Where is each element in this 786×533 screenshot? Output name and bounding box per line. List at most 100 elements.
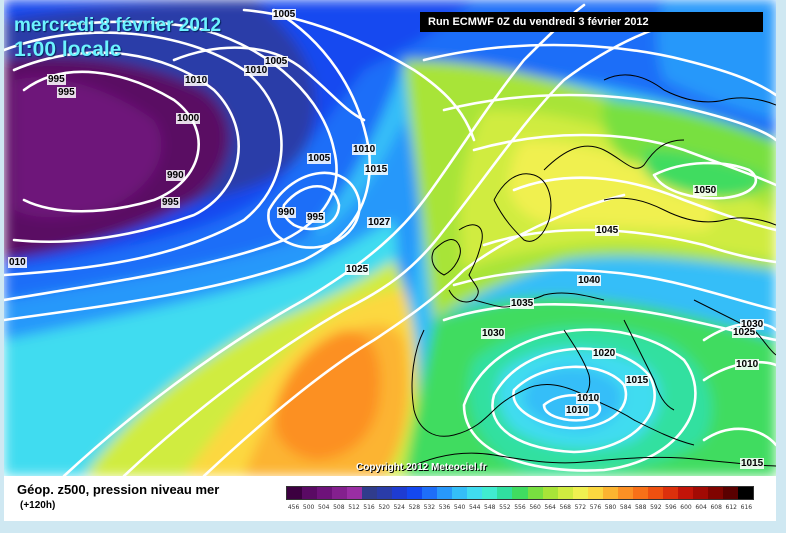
scale-label: 540 <box>453 504 466 511</box>
isobar-label: 1050 <box>693 185 718 196</box>
scale-swatch <box>407 487 423 499</box>
scale-label: 568 <box>559 504 571 511</box>
scale-label: 520 <box>378 504 390 511</box>
isobar-label: 1005 <box>264 56 289 67</box>
isobar-lines <box>4 3 776 476</box>
forecast-time: 1:00 locale <box>14 38 122 61</box>
scale-swatch <box>437 487 453 499</box>
scale-swatch <box>662 487 678 499</box>
scale-swatch <box>647 487 663 499</box>
map-canvas <box>4 0 776 476</box>
scale-label: 584 <box>619 504 632 511</box>
isobar-label: 1035 <box>510 298 535 309</box>
scale-label: 504 <box>318 504 330 511</box>
scale-label: 536 <box>438 504 451 511</box>
isobar-label: 1025 <box>732 327 757 338</box>
isobar-label: 1010 <box>184 75 209 86</box>
isobar-label: 990 <box>277 207 296 218</box>
scale-label: 572 <box>574 504 587 511</box>
scale-label: 456 <box>287 504 300 511</box>
scale-label: 516 <box>363 504 375 511</box>
scale-swatch <box>317 487 333 499</box>
forecast-date: mercredi 8 février 2012 <box>14 15 222 36</box>
isobar-label: 995 <box>57 87 76 98</box>
isobar-label: 1045 <box>595 225 620 236</box>
scale-label: 552 <box>499 504 511 511</box>
isobar-label: 1010 <box>565 405 590 416</box>
scale-swatch <box>347 487 363 499</box>
isobar-label: 010 <box>8 257 27 268</box>
scale-label: 512 <box>348 504 360 511</box>
isobar-label: 1005 <box>307 153 332 164</box>
isobar-label: 1025 <box>345 264 370 275</box>
scale-label: 500 <box>302 504 315 511</box>
coastlines <box>403 74 776 471</box>
isobar-label: 1015 <box>364 164 389 175</box>
scale-label: 560 <box>529 504 541 511</box>
scale-label: 544 <box>468 504 481 511</box>
isobar-label: 1000 <box>176 113 201 124</box>
scale-label: 508 <box>333 504 345 511</box>
scale-swatch <box>587 487 603 499</box>
color-scale-bar <box>286 486 754 500</box>
scale-label: 564 <box>544 504 556 511</box>
scale-swatch <box>542 487 558 499</box>
legend-subtitle: (+120h) <box>20 500 56 511</box>
isobar-label: 1010 <box>735 359 760 370</box>
scale-label: 608 <box>710 504 722 511</box>
scale-label: 588 <box>634 504 647 511</box>
scale-swatch <box>617 487 633 499</box>
isobar-label: 1020 <box>592 348 617 359</box>
scale-swatch <box>677 487 693 499</box>
scale-label: 596 <box>665 504 677 511</box>
scale-swatch <box>527 487 543 499</box>
isobar-label: 1015 <box>625 375 650 386</box>
scale-swatch <box>632 487 648 499</box>
scale-label: 592 <box>650 504 662 511</box>
isobar-label: 1030 <box>481 328 506 339</box>
isobar-label: 1030 <box>740 319 765 330</box>
scale-swatch <box>737 487 753 499</box>
legend-title: Géop. z500, pression niveau mer <box>17 482 220 497</box>
scale-swatch <box>692 487 708 499</box>
scale-label: 528 <box>408 504 421 511</box>
isobar-label: 990 <box>166 170 185 181</box>
color-scale-labels: 456 500 504 508 512 516 520 524 528 532 536 540 544 5… <box>286 504 754 514</box>
copyright-notice: Copyright 2012 Meteociel.fr <box>356 462 487 473</box>
scale-swatch <box>707 487 723 499</box>
scale-swatch <box>602 487 618 499</box>
scale-swatch <box>482 487 498 499</box>
scale-swatch <box>512 487 528 499</box>
scale-label: 548 <box>484 504 496 511</box>
isobar-label: 995 <box>161 197 180 208</box>
scale-swatch <box>557 487 573 499</box>
isobar-label: 1010 <box>244 65 269 76</box>
scale-swatch <box>392 487 408 499</box>
scale-swatch <box>722 487 738 499</box>
isobar-label: 1027 <box>367 217 392 228</box>
isobar-label: 1010 <box>576 393 601 404</box>
scale-swatch <box>377 487 393 499</box>
scale-swatch <box>287 487 303 499</box>
isobar-label: 995 <box>47 74 66 85</box>
scale-swatch <box>302 487 318 499</box>
isobar-label: 995 <box>306 212 325 223</box>
scale-label: 524 <box>393 504 405 511</box>
isobar-label: 1010 <box>352 144 377 155</box>
isobar-label: 1015 <box>740 458 765 469</box>
scale-label: 532 <box>423 504 436 511</box>
scale-swatch <box>332 487 348 499</box>
run-banner: Run ECMWF 0Z du vendredi 3 février 2012 <box>420 12 763 32</box>
scale-label: 600 <box>680 504 692 511</box>
weather-map <box>4 0 776 476</box>
scale-label: 556 <box>514 504 526 511</box>
scale-label: 616 <box>740 504 753 511</box>
scale-swatch <box>572 487 588 499</box>
scale-label: 612 <box>725 504 737 511</box>
scale-label: 576 <box>589 504 602 511</box>
isobar-label: 1040 <box>577 275 602 286</box>
scale-swatch <box>362 487 378 499</box>
scale-swatch <box>452 487 468 499</box>
scale-label: 580 <box>604 504 617 511</box>
scale-swatch <box>467 487 483 499</box>
